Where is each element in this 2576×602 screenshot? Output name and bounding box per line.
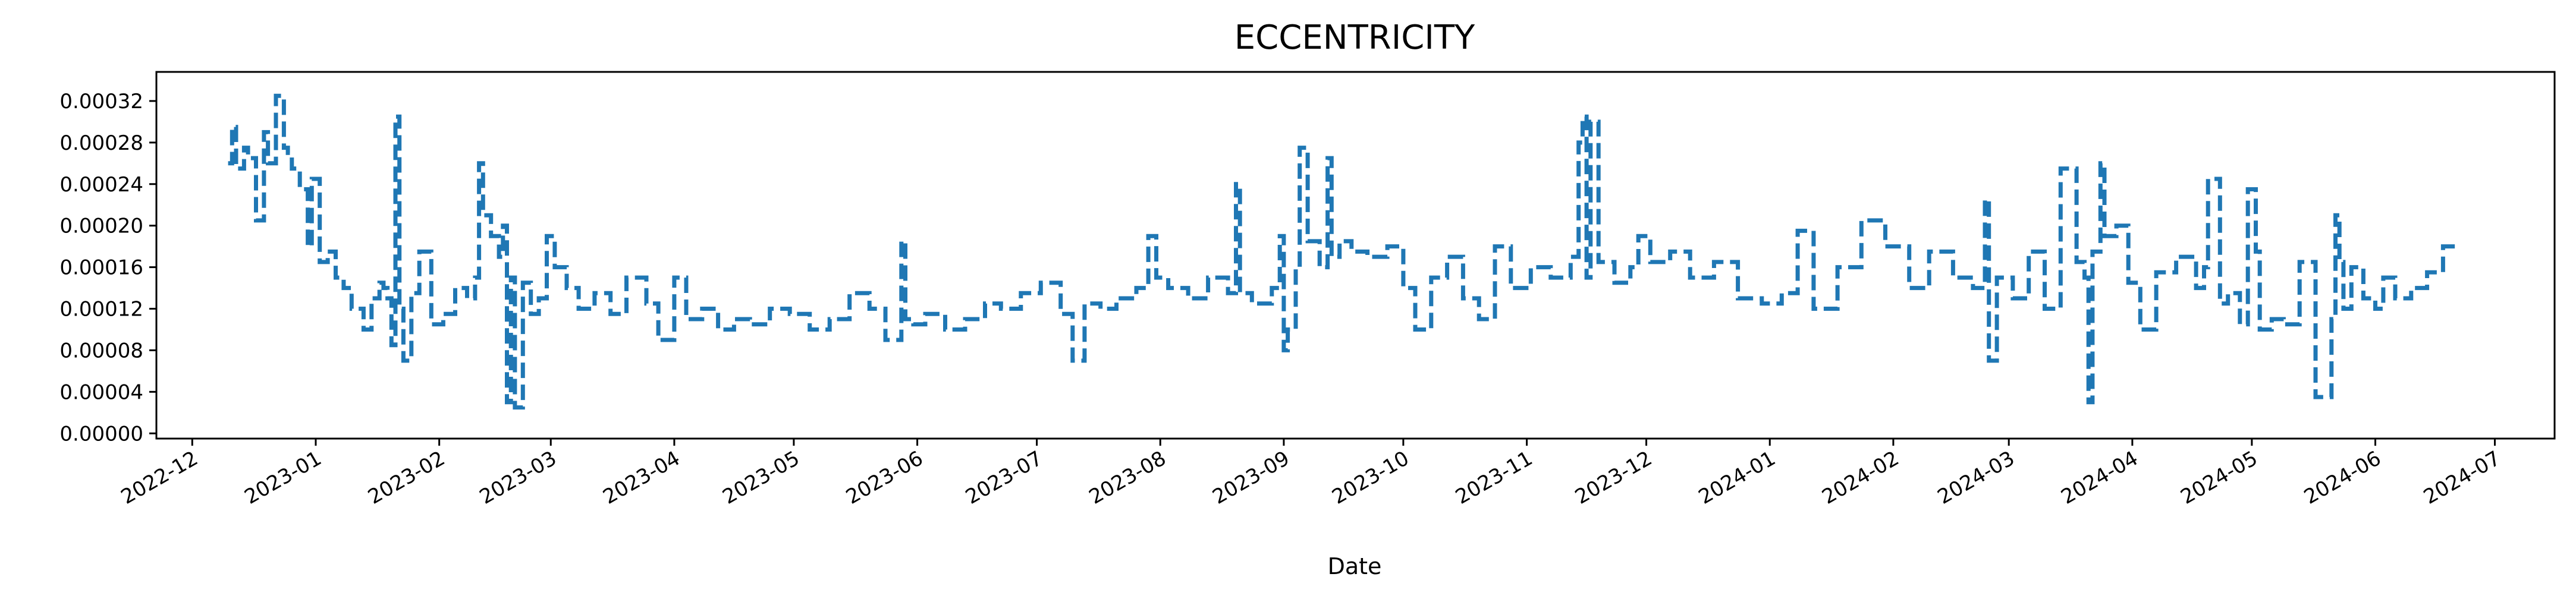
x-tick-label: 2024-07: [2420, 446, 2505, 509]
y-tick-label: 0.00024: [59, 173, 143, 197]
x-tick-label: 2023-04: [599, 446, 684, 509]
y-tick-label: 0.00012: [59, 298, 143, 322]
x-tick-label: 2023-10: [1328, 446, 1413, 509]
x-tick-label: 2024-05: [2176, 446, 2261, 509]
y-tick-label: 0.00032: [59, 90, 143, 114]
x-tick-label: 2023-01: [240, 446, 325, 509]
plot-area-frame: [155, 71, 2556, 440]
x-tick-label: 2024-02: [1818, 446, 1903, 509]
y-tick-label: 0.00004: [59, 380, 143, 404]
x-tick-label: 2023-06: [842, 446, 927, 509]
y-axis: 0.00000 0.00004 0.00008 0.00012 0.00016 0.000…: [59, 90, 156, 446]
x-tick-label: 2023-07: [962, 446, 1047, 509]
y-tick-label: 0.00028: [59, 131, 143, 155]
x-tick-label: 2022-12: [117, 446, 202, 509]
y-tick-label: 0.00000: [59, 422, 143, 446]
x-tick-label: 2023-03: [476, 446, 561, 509]
x-tick-label: 2024-06: [2300, 446, 2385, 509]
x-tick-label: 2023-02: [364, 446, 449, 509]
y-tick-label: 0.00020: [59, 215, 143, 238]
x-tick-label: 2023-09: [1208, 446, 1293, 509]
chart-title: ECCENTRICITY: [1234, 18, 1475, 57]
x-tick-label: 2023-12: [1571, 446, 1656, 509]
series-line-eccentricity: [228, 93, 2459, 410]
x-tick-label: 2023-05: [718, 446, 803, 509]
x-tick-label: 2023-08: [1085, 446, 1170, 509]
x-tick-label: 2024-01: [1695, 446, 1780, 509]
plot-series: [228, 93, 2459, 410]
x-tick-label: 2023-11: [1452, 446, 1537, 509]
y-tick-label: 0.00016: [59, 256, 143, 280]
x-axis: 2022-12 2023-01 2023-02 2023-03 2023-04 2023-…: [117, 439, 2505, 509]
x-axis-label: Date: [1328, 553, 1382, 579]
x-tick-label: 2024-04: [2057, 446, 2142, 509]
y-tick-label: 0.00008: [59, 339, 143, 363]
x-tick-label: 2024-03: [1934, 446, 2019, 509]
